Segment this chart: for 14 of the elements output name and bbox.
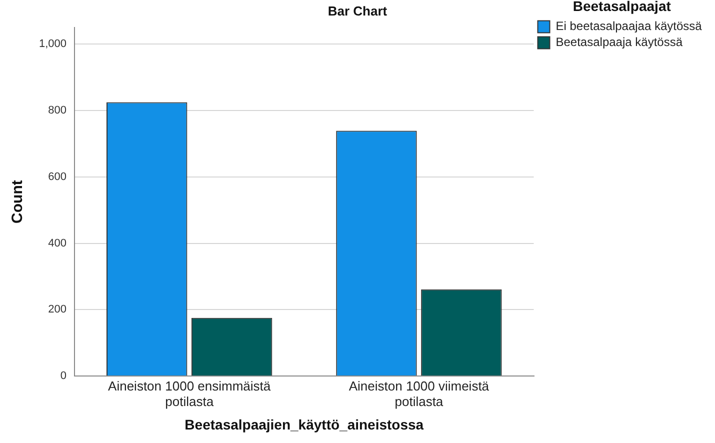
legend-title: Beetasalpaajat [572,0,672,14]
y-axis-title: Count [9,180,26,224]
y-tick-label: 800 [48,104,67,117]
legend-label: Beetasalpaaja käytössä [556,35,683,50]
x-tick-label: Aineiston 1000 ensimmäistä potilasta [108,378,272,409]
x-axis-title: Beetasalpaajien_käyttö_aineistossa [184,416,424,432]
y-tick-label: 0 [60,370,67,382]
x-tick-label: Aineiston 1000 viimeistä potilasta [348,378,490,409]
y-tick-label: 1,000 [38,38,67,50]
y-tick-label: 400 [48,237,67,250]
chart-title: Bar Chart [328,3,388,18]
y-tick-label: 200 [48,304,67,316]
y-tick-label: 600 [48,170,67,183]
legend-label: Ei beetasalpaajaa käytössä [556,19,702,34]
